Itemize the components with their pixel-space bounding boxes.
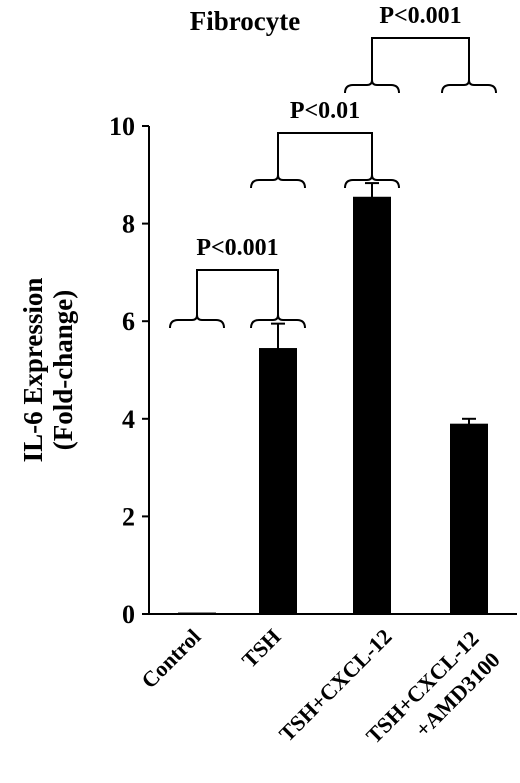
bar [178, 612, 216, 614]
y-tick-label: 8 [122, 210, 135, 239]
significance-label: P<0.001 [379, 3, 461, 29]
significance-bracket [277, 132, 373, 175]
x-tick-label-line1: TSH [237, 624, 286, 673]
y-tick-label: 6 [122, 307, 135, 336]
y-tick-label: 4 [122, 405, 135, 434]
significance-brace [344, 79, 400, 94]
bar [259, 348, 297, 614]
y-tick-label: 10 [109, 112, 135, 141]
significance-label: P<0.01 [290, 98, 360, 124]
y-axis-label-line2: (Fold-change) [48, 290, 78, 450]
x-tick-label: Control [136, 624, 205, 693]
significance-bracket [196, 269, 279, 315]
y-tick-label: 0 [122, 600, 135, 629]
significance-brace [250, 174, 306, 189]
significance-brace [441, 79, 497, 94]
significance-annotations: P<0.001 P<0.01 P<0.001 [169, 3, 497, 329]
significance-bracket [371, 37, 470, 80]
bar [353, 196, 391, 614]
significance-label: P<0.001 [196, 235, 278, 261]
y-axis-label-line1: IL-6 Expression [18, 278, 48, 463]
x-tick-label: TSH [237, 624, 286, 673]
bar [450, 423, 488, 614]
error-bars [271, 182, 476, 429]
x-tick-label-line1: Control [136, 624, 205, 693]
y-tick-label: 2 [122, 502, 135, 531]
significance-brace [169, 314, 225, 329]
y-axis-ticks: 0 2 4 6 8 10 [109, 112, 149, 629]
bars [178, 196, 488, 614]
chart-title: Fibrocyte [190, 6, 300, 36]
